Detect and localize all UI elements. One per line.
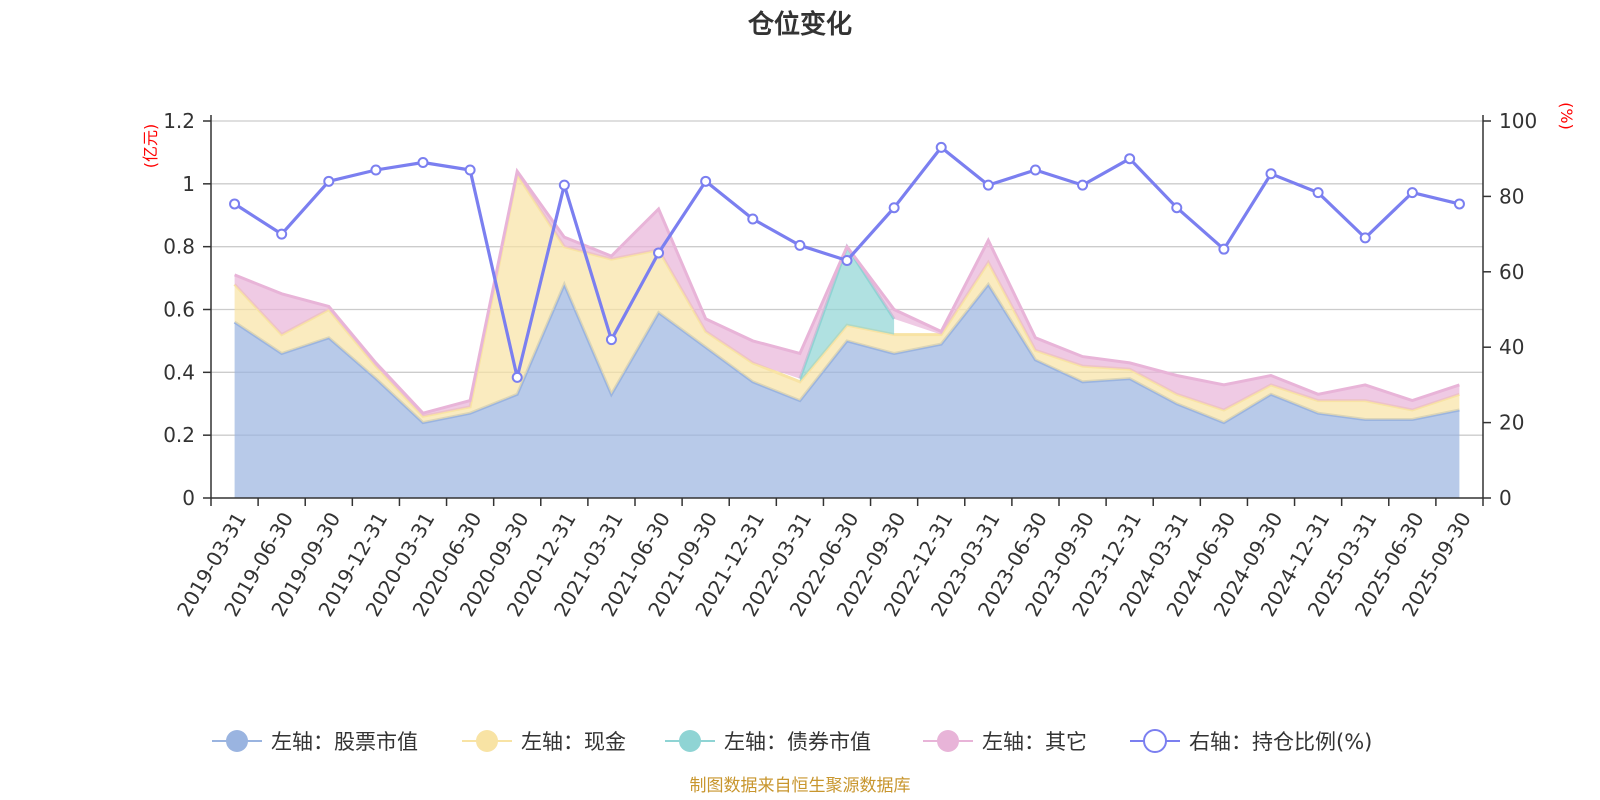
ratio-point xyxy=(323,175,335,187)
source-note: 制图数据来自恒生聚源数据库 xyxy=(690,776,911,796)
legend-label: 左轴：其它 xyxy=(982,730,1087,754)
ratio-point xyxy=(982,179,994,191)
ratio-point xyxy=(935,141,947,153)
right-tick-label: 40 xyxy=(1499,335,1524,359)
left-tick-label: 0.8 xyxy=(163,235,195,259)
ratio-point xyxy=(747,213,759,225)
area-0 xyxy=(234,284,1460,498)
legend-label: 左轴：现金 xyxy=(521,730,626,754)
ratio-point xyxy=(653,247,665,259)
ratio-point xyxy=(558,179,570,191)
legend-marker xyxy=(937,730,959,752)
area-1 xyxy=(234,174,1460,423)
right-tick-label: 60 xyxy=(1499,260,1524,284)
ratio-point xyxy=(1406,187,1418,199)
legend-marker xyxy=(1143,729,1167,753)
area-edge-3 xyxy=(234,167,1460,415)
left-tick-label: 0.6 xyxy=(163,298,195,322)
ratio-line-series xyxy=(229,141,1465,383)
right-tick-label: 100 xyxy=(1499,109,1537,133)
ratio-point xyxy=(1077,179,1089,191)
ratio-point xyxy=(888,202,900,214)
ratio-point xyxy=(229,198,241,210)
left-tick-label: 0.4 xyxy=(163,360,195,384)
right-axis-unit: (%) xyxy=(1557,102,1576,130)
chart-title: 仓位变化 xyxy=(747,9,852,40)
ratio-point xyxy=(1171,202,1183,214)
ratio-point xyxy=(700,175,712,187)
ratio-point xyxy=(1359,232,1371,244)
right-tick-label: 0 xyxy=(1499,486,1512,510)
ratio-point xyxy=(841,254,853,266)
ratio-point xyxy=(1312,187,1324,199)
ratio-point xyxy=(605,334,617,346)
ratio-point xyxy=(417,156,429,168)
area-2 xyxy=(799,246,895,382)
ratio-point xyxy=(794,239,806,251)
ratio-point xyxy=(370,164,382,176)
right-tick-label: 20 xyxy=(1499,411,1524,435)
right-tick-label: 80 xyxy=(1499,184,1524,208)
legend-marker xyxy=(679,730,701,752)
ratio-point xyxy=(276,228,288,240)
stacked-areas xyxy=(233,167,1460,498)
ratio-point xyxy=(1218,243,1230,255)
left-tick-label: 0 xyxy=(182,486,195,510)
legend-label: 右轴：持仓比例(%) xyxy=(1189,730,1372,754)
left-tick-label: 0.2 xyxy=(163,423,195,447)
ratio-point xyxy=(1029,164,1041,176)
ratio-point xyxy=(1124,153,1136,165)
ratio-point xyxy=(464,164,476,176)
left-axis-unit: (亿元) xyxy=(141,124,160,169)
left-tick-label: 1 xyxy=(182,172,195,196)
legend-marker xyxy=(476,730,498,752)
ratio-point xyxy=(1265,168,1277,180)
ratio-point xyxy=(511,371,523,383)
legend-marker xyxy=(226,730,248,752)
ratio-point xyxy=(1453,198,1465,210)
legend: 左轴：股票市值 左轴：现金 左轴：债券市值 左轴：其它 右轴：持仓比例(%) xyxy=(212,729,1372,754)
legend-label: 左轴：债券市值 xyxy=(724,730,871,754)
legend-label: 左轴：股票市值 xyxy=(271,730,418,754)
left-tick-label: 1.2 xyxy=(163,109,195,133)
